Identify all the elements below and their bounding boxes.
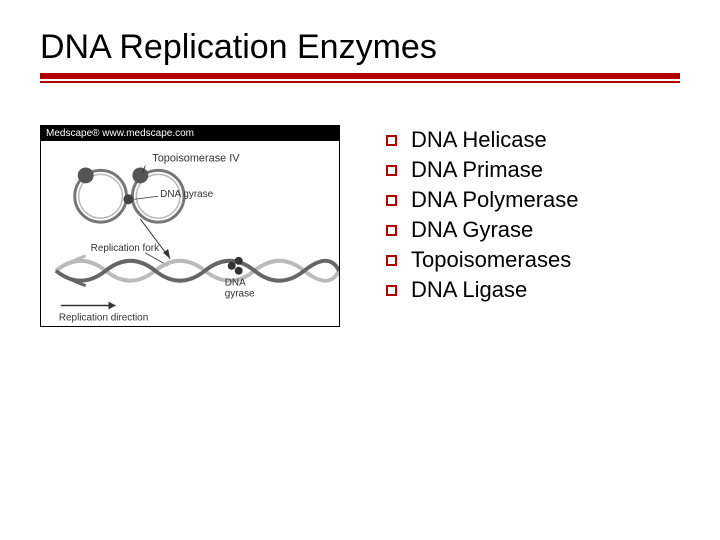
title-underline-thin <box>40 81 680 83</box>
topoisomerase-node <box>132 167 148 183</box>
label-gyrase-bottom: DNA <box>225 278 246 289</box>
slide-container: DNA Replication Enzymes Medscape® www.me… <box>0 0 720 540</box>
gyrase-node-top <box>123 194 133 204</box>
direction-arrow-head <box>109 302 116 310</box>
gyrase-node-bottom <box>235 267 243 275</box>
label-gyrase-top: DNA gyrase <box>160 189 213 200</box>
bullet-label: DNA Primase <box>411 157 543 183</box>
gyrase-node-bottom <box>235 257 243 265</box>
bullet-icon <box>386 165 397 176</box>
diagram-svg: Topoisomerase IV DNA gyrase Replication … <box>41 141 339 326</box>
bullet-icon <box>386 255 397 266</box>
list-item: DNA Gyrase <box>386 217 579 243</box>
helix-fork-bottom <box>56 271 86 286</box>
bullet-label: DNA Helicase <box>411 127 547 153</box>
bullet-icon <box>386 225 397 236</box>
list-item: Topoisomerases <box>386 247 579 273</box>
page-title: DNA Replication Enzymes <box>40 28 680 67</box>
helix-fork-top <box>56 256 86 271</box>
bullet-label: Topoisomerases <box>411 247 571 273</box>
label-gyrase-bottom-2: gyrase <box>225 289 255 300</box>
bullet-list: DNA Helicase DNA Primase DNA Polymerase … <box>386 125 579 307</box>
bullet-label: DNA Polymerase <box>411 187 579 213</box>
label-replication-direction: Replication direction <box>59 312 148 323</box>
bullet-label: DNA Ligase <box>411 277 527 303</box>
leader-line <box>134 196 158 199</box>
bullet-icon <box>386 135 397 146</box>
topoisomerase-node <box>78 167 94 183</box>
list-item: DNA Helicase <box>386 127 579 153</box>
list-item: DNA Polymerase <box>386 187 579 213</box>
bullet-icon <box>386 195 397 206</box>
label-topoisomerase: Topoisomerase IV <box>152 152 240 164</box>
bullet-label: DNA Gyrase <box>411 217 533 243</box>
gyrase-node-bottom <box>228 262 236 270</box>
diagram-panel: Medscape® www.medscape.com Topoisomerase… <box>40 125 340 327</box>
diagram-header: Medscape® www.medscape.com <box>41 126 339 141</box>
content-row: Medscape® www.medscape.com Topoisomerase… <box>40 125 680 327</box>
label-replication-fork: Replication fork <box>91 243 159 254</box>
list-item: DNA Primase <box>386 157 579 183</box>
list-item: DNA Ligase <box>386 277 579 303</box>
bullet-icon <box>386 285 397 296</box>
title-underline-thick <box>40 73 680 79</box>
